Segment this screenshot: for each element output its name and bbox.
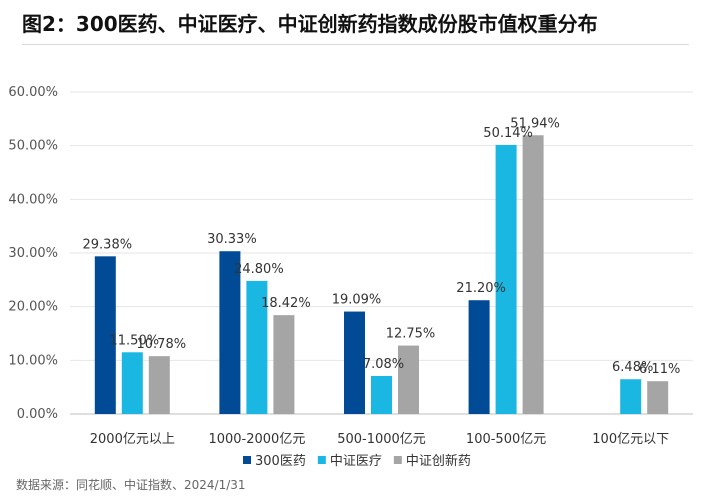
x-tick-label: 500-1000亿元 bbox=[337, 432, 426, 447]
bar bbox=[620, 379, 642, 414]
data-label: 18.42% bbox=[261, 296, 311, 311]
x-tick-label: 2000亿元以上 bbox=[90, 432, 175, 447]
bar bbox=[522, 135, 544, 414]
bar bbox=[94, 256, 116, 414]
data-label: 21.20% bbox=[456, 281, 506, 296]
title-divider bbox=[22, 44, 689, 45]
data-label: 50.14% bbox=[483, 126, 533, 141]
legend-label: 中证医疗 bbox=[330, 454, 382, 469]
data-labels: 29.38% 11.50%10.78% 30.33% 24.80% 18.42% 19.0… bbox=[83, 116, 681, 377]
data-label: 7.08% bbox=[363, 357, 404, 372]
data-label: 51.94% bbox=[510, 116, 560, 131]
data-label: 12.75% bbox=[386, 327, 436, 342]
data-label: 6.48% bbox=[612, 360, 653, 375]
y-tick-label: 0.00% bbox=[17, 407, 58, 422]
bars bbox=[94, 135, 669, 414]
y-tick-label: 60.00% bbox=[8, 85, 58, 100]
bar bbox=[219, 251, 241, 414]
legend-swatch bbox=[393, 456, 402, 464]
bar bbox=[148, 356, 170, 414]
y-tick-label: 10.00% bbox=[8, 353, 58, 368]
source-note: 数据来源：同花顺、中证指数、2024/1/31 bbox=[16, 478, 246, 492]
bar bbox=[371, 376, 392, 414]
bar bbox=[246, 280, 268, 414]
y-tick-label: 50.00% bbox=[8, 139, 58, 154]
legend: 300医药 中证医疗 中证创新药 bbox=[243, 453, 471, 469]
bar bbox=[344, 311, 365, 414]
bar bbox=[495, 144, 517, 414]
bar bbox=[398, 345, 419, 414]
gridlines bbox=[70, 91, 693, 415]
legend-label: 中证创新药 bbox=[406, 453, 471, 469]
data-label: 10.78% bbox=[137, 337, 187, 352]
data-label: 11.50% bbox=[110, 333, 160, 348]
x-tick-label: 1000-2000亿元 bbox=[208, 432, 305, 447]
data-label: 24.80% bbox=[234, 262, 284, 277]
y-tick-label: 40.00% bbox=[8, 192, 58, 207]
legend-label: 300医药 bbox=[255, 454, 306, 469]
y-axis: 0.00% 10.00% 20.00% 30.00% 40.00% 50.00% 60.00… bbox=[8, 85, 58, 422]
bar bbox=[647, 381, 669, 414]
legend-swatch bbox=[317, 456, 326, 464]
x-tick-label: 100亿元以下 bbox=[592, 432, 669, 447]
x-axis: 2000亿元以上 1000-2000亿元 500-1000亿元 100-500亿元 10… bbox=[90, 432, 669, 447]
y-tick-label: 30.00% bbox=[8, 246, 58, 261]
bar bbox=[468, 300, 490, 414]
bar bbox=[273, 315, 295, 414]
data-label: 29.38% bbox=[83, 237, 133, 252]
y-tick-label: 20.00% bbox=[8, 300, 58, 315]
legend-swatch bbox=[243, 456, 251, 464]
data-label: 6.11% bbox=[639, 362, 680, 377]
x-tick-label: 100-500亿元 bbox=[466, 432, 546, 447]
data-label: 19.09% bbox=[332, 293, 382, 308]
data-label: 30.33% bbox=[207, 232, 257, 247]
chart-title: 图2：300医药、中证医疗、中证创新药指数成份股市值权重分布 bbox=[22, 12, 598, 36]
bar bbox=[121, 352, 143, 414]
